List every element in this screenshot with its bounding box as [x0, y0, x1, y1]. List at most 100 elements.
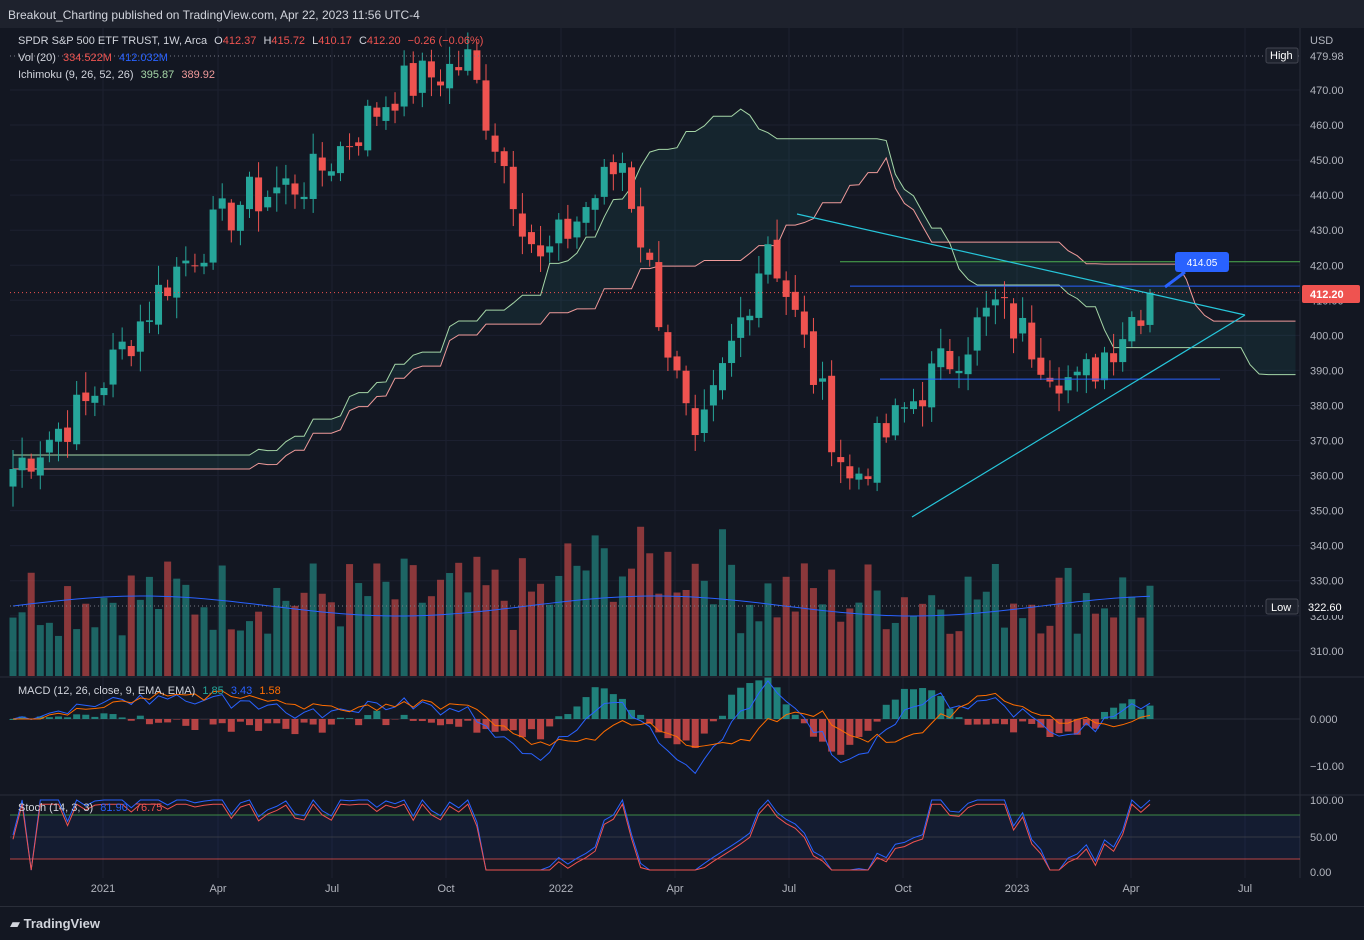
volume-bar [473, 557, 480, 676]
volume-bar [246, 621, 253, 676]
volume-bar [173, 579, 180, 676]
candle [1010, 303, 1017, 338]
time-axis-label: 2023 [1005, 883, 1029, 895]
volume-bar [819, 604, 826, 676]
volume-bar [965, 577, 972, 676]
volume-bar [237, 631, 244, 676]
candle [564, 219, 571, 239]
macd-histogram-bar [237, 719, 244, 722]
candle [164, 288, 171, 297]
tv-icon: ▰ [10, 916, 24, 931]
volume-bar [755, 621, 762, 676]
macd-histogram-bar [419, 719, 426, 721]
price-tick-label: 450.00 [1310, 155, 1344, 167]
macd-histogram-bar [482, 719, 489, 729]
macd-histogram-bar [64, 717, 71, 719]
volume-bar [719, 529, 726, 676]
candle [464, 49, 471, 71]
time-axis-label: 2022 [549, 883, 573, 895]
candle [937, 348, 944, 367]
low-value: 410.17 [318, 35, 352, 47]
volume-bar [1101, 608, 1108, 676]
stoch-legend[interactable]: Stoch (14, 3, 3) 81.90 76.75 [18, 802, 166, 814]
volume-bar [737, 633, 744, 676]
lower-trendline [912, 315, 1245, 517]
volume-bar [828, 570, 835, 676]
candle [191, 265, 198, 266]
tradingview-logo[interactable]: ▰ TradingView [10, 916, 100, 932]
candle [1037, 358, 1044, 375]
macd-histogram-bar [1001, 719, 1008, 724]
candle [482, 80, 489, 130]
macd-histogram-bar [974, 719, 981, 725]
volume-bar [73, 629, 80, 676]
candle [865, 476, 872, 479]
volume-bar [37, 625, 44, 676]
candle [91, 396, 98, 403]
price-tick-label: 440.00 [1310, 190, 1344, 202]
candle [1137, 320, 1144, 326]
macd-histogram-bar [382, 719, 389, 725]
macd-histogram-bar [528, 719, 535, 729]
volume-bar [865, 564, 872, 676]
chart-canvas[interactable]: 414.05470.00460.00450.00440.00430.00420.… [0, 28, 1364, 906]
candle [146, 320, 153, 322]
macd-histogram-bar [1147, 706, 1154, 719]
candle [291, 183, 298, 194]
volume-bar [810, 588, 817, 676]
macd-histogram-bar [546, 719, 553, 726]
candle [655, 262, 662, 327]
price-tick-label: 340.00 [1310, 541, 1344, 553]
macd-histogram-bar [110, 714, 117, 719]
macd-histogram-bar [683, 719, 690, 740]
macd-legend[interactable]: MACD (12, 26, close, 9, EMA, EMA) 1.85 3… [18, 685, 285, 697]
volume-bar [146, 577, 153, 676]
candle [401, 66, 408, 107]
macd-histogram-bar [1065, 719, 1072, 732]
volume-bar [1010, 604, 1017, 676]
macd-histogram-bar [173, 719, 180, 720]
price-tick-label: 460.00 [1310, 120, 1344, 132]
volume-bar [764, 583, 771, 676]
volume-bar [1046, 626, 1053, 676]
macd-hist: 1.85 [202, 685, 223, 697]
time-axis-label: 2021 [91, 883, 115, 895]
volume-bar [683, 590, 690, 676]
volume-bar [492, 570, 499, 676]
candle [855, 474, 862, 480]
symbol-legend[interactable]: SPDR S&P 500 ETF TRUST, 1W, Arca O412.37… [18, 35, 487, 47]
candle [910, 401, 917, 409]
candle [701, 409, 708, 433]
volume-bar [501, 601, 508, 676]
macd-histogram-bar [892, 700, 899, 719]
macd-histogram-bar [428, 719, 435, 723]
price-tick-label: 310.00 [1310, 646, 1344, 658]
macd-histogram-bar [410, 719, 417, 721]
candle [1110, 353, 1117, 362]
close-value: 412.20 [367, 35, 401, 47]
candle [955, 371, 962, 373]
volume-bar [255, 612, 262, 676]
volume-bar [573, 566, 580, 676]
stoch-label: Stoch (14, 3, 3) [18, 802, 93, 814]
macd-histogram-bar [728, 695, 735, 719]
volume-bar [128, 575, 135, 676]
candle [619, 163, 626, 173]
published-text: Breakout_Charting published on TradingVi… [8, 8, 420, 22]
volume-bar [191, 615, 198, 676]
macd-histogram-bar [928, 690, 935, 719]
candle [674, 356, 681, 370]
volume-bar [1001, 628, 1008, 676]
candle [119, 342, 126, 350]
stoch-d: 76.75 [135, 802, 163, 814]
candle [1019, 318, 1026, 334]
volume-legend[interactable]: Vol (20) 334.522M 412.032M [18, 52, 172, 64]
volume-bar [928, 595, 935, 676]
volume-bar [619, 576, 626, 676]
macd-histogram-bar [883, 705, 890, 719]
ichimoku-legend[interactable]: Ichimoku (9, 26, 52, 26) 395.87 389.92 [18, 69, 219, 81]
candle [683, 371, 690, 403]
volume-bar [646, 553, 653, 676]
candle [128, 346, 135, 356]
time-axis-label: Jul [782, 883, 796, 895]
